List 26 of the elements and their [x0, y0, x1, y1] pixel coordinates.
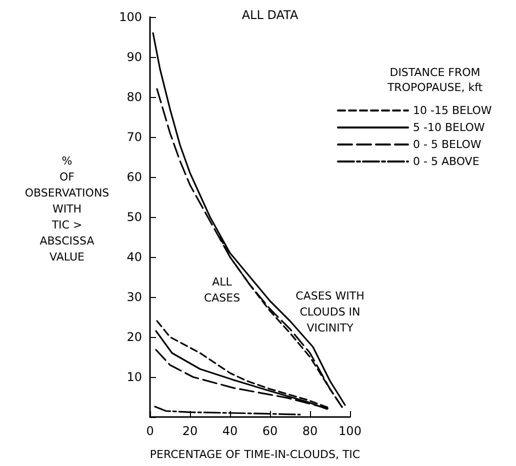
y-tick-label: 50 — [126, 210, 142, 224]
y-tick-label: 20 — [126, 330, 142, 344]
x-tick-label: 80 — [302, 424, 318, 438]
x-axis-title: PERCENTAGE OF TIME-IN-CLOUDS, TIC — [150, 448, 360, 461]
y-tick-label: 90 — [126, 50, 142, 64]
y-tick-label: 60 — [126, 170, 142, 184]
y-tick-label: 30 — [126, 290, 142, 304]
text: 0 - 5 BELOW — [413, 138, 482, 151]
annotation: ALL CASES — [204, 276, 240, 304]
x-tick-label: 20 — [182, 424, 198, 438]
y-tick-label: 100 — [119, 10, 142, 24]
y-tick-label: 40 — [126, 250, 142, 264]
chart-title: ALL DATA — [242, 8, 299, 22]
x-tick-label: 60 — [262, 424, 278, 438]
x-tick-label: 40 — [222, 424, 238, 438]
text: 10 -15 BELOW — [413, 104, 492, 117]
annotation: CASES WITH CLOUDS IN VICINITY — [296, 290, 364, 334]
y-tick-label: 10 — [126, 370, 142, 384]
text: 5 -10 BELOW — [413, 121, 485, 134]
y-tick-label: 80 — [126, 90, 142, 104]
legend-title: DISTANCE FROM TROPOPAUSE, kft — [386, 66, 484, 94]
x-tick-label: 100 — [338, 424, 362, 438]
text: 0 - 5 ABOVE — [413, 155, 480, 168]
y-axis-title: % OF OBSERVATIONS WITH TIC > ABSCISSA VALUE — [24, 154, 110, 264]
y-tick-label: 70 — [126, 130, 142, 144]
x-tick-label: 0 — [146, 424, 154, 438]
